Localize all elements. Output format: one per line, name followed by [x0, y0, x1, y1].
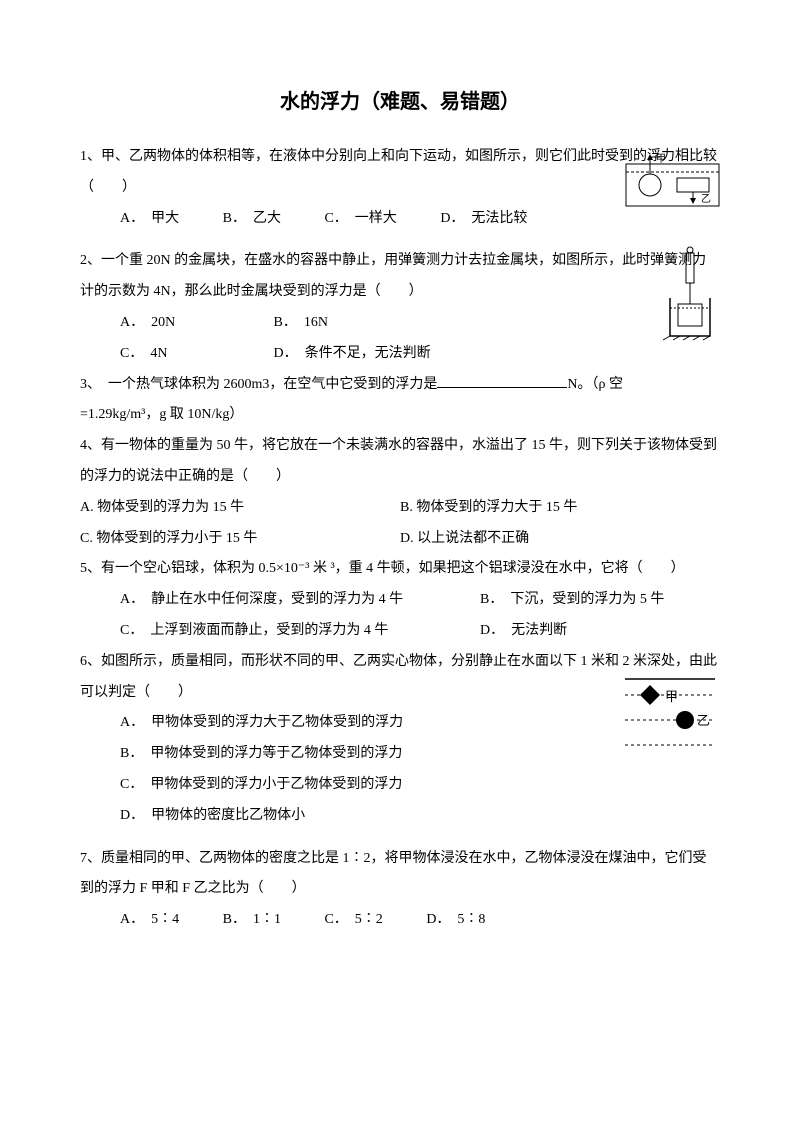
depth-diagram-icon: 甲 乙	[615, 675, 720, 750]
q7-opt-b: B． 1∶1	[223, 905, 281, 936]
q1-text: 1、甲、乙两物体的体积相等，在液体中分别向上和向下运动，如图所示，则它们此时受到…	[80, 142, 720, 204]
q2-options-row1: A． 20N B． 16N	[80, 308, 720, 339]
q3-line2: =1.29kg/m³，g 取 10N/kg）	[80, 400, 720, 431]
q2-opt-a: A． 20N	[120, 308, 230, 339]
q5-text: 5、有一个空心铝球，体积为 0.5×10⁻³ 米 ³，重 4 牛顿，如果把这个铝…	[80, 554, 720, 585]
q5-opt-d: D． 无法判断	[480, 616, 720, 647]
page-title: 水的浮力（难题、易错题）	[80, 80, 720, 124]
q6-opt-c: C． 甲物体受到的浮力小于乙物体受到的浮力	[120, 770, 720, 801]
q5-opt-c: C． 上浮到液面而静止，受到的浮力为 4 牛	[120, 616, 480, 647]
q2-opt-c: C． 4N	[120, 339, 230, 370]
q7-opt-c: C． 5∶2	[324, 905, 382, 936]
label-yi-6: 乙	[697, 713, 710, 728]
q4-opt-d: D. 以上说法都不正确	[400, 524, 720, 555]
label-jia: 甲	[656, 154, 666, 165]
q3-blank	[437, 373, 567, 388]
q1-options: A． 甲大 B． 乙大 C． 一样大 D． 无法比较	[80, 204, 720, 235]
q4-opt-c: C. 物体受到的浮力小于 15 牛	[80, 524, 400, 555]
q1-opt-b: B． 乙大	[223, 204, 281, 235]
buoyancy-diagram-icon: 甲 乙	[625, 152, 720, 207]
q5-options: A． 静止在水中任何深度，受到的浮力为 4 牛 B． 下沉，受到的浮力为 5 牛…	[80, 585, 720, 647]
q6-figure: 甲 乙	[615, 675, 720, 750]
question-7: 7、质量相同的甲、乙两物体的密度之比是 1∶2，将甲物体浸没在水中，乙物体浸没在…	[80, 844, 720, 936]
page: 水的浮力（难题、易错题） 甲 乙 1、甲、乙两物体的体积相等，在液体中分别向上和…	[0, 0, 800, 1132]
question-2: 2、一个重 20N 的金属块，在盛水的容器中静止，用弹簧测力计去拉金属块，如图所…	[80, 246, 720, 369]
q3-text2: N。（ρ 空	[567, 377, 623, 392]
q5-opt-a: A． 静止在水中任何深度，受到的浮力为 4 牛	[120, 585, 480, 616]
q1-opt-c: C． 一样大	[324, 204, 396, 235]
q7-text: 7、质量相同的甲、乙两物体的密度之比是 1∶2，将甲物体浸没在水中，乙物体浸没在…	[80, 844, 720, 906]
q4-text: 4、有一物体的重量为 50 牛，将它放在一个未装满水的容器中，水溢出了 15 牛…	[80, 431, 720, 493]
q4-opt-a: A. 物体受到的浮力为 15 牛	[80, 493, 400, 524]
q4-opt-b: B. 物体受到的浮力大于 15 牛	[400, 493, 720, 524]
q3-line1: 3、 一个热气球体积为 2600m3，在空气中它受到的浮力是 N。（ρ 空	[80, 370, 720, 401]
question-1: 甲 乙 1、甲、乙两物体的体积相等，在液体中分别向上和向下运动，如图所示，则它们…	[80, 142, 720, 234]
question-4: 4、有一物体的重量为 50 牛，将它放在一个未装满水的容器中，水溢出了 15 牛…	[80, 431, 720, 554]
q2-text: 2、一个重 20N 的金属块，在盛水的容器中静止，用弹簧测力计去拉金属块，如图所…	[80, 246, 720, 308]
q1-opt-d: D． 无法比较	[440, 204, 527, 235]
q4-options: A. 物体受到的浮力为 15 牛 B. 物体受到的浮力大于 15 牛 C. 物体…	[80, 493, 720, 555]
question-6: 甲 乙 6、如图所示，质量相同，而形状不同的甲、乙两实心物体，分别静止在水面以下…	[80, 647, 720, 832]
q5-opt-b: B． 下沉，受到的浮力为 5 牛	[480, 585, 720, 616]
q7-opt-d: D． 5∶8	[426, 905, 485, 936]
label-yi: 乙	[701, 193, 711, 205]
q3-text1: 3、 一个热气球体积为 2600m3，在空气中它受到的浮力是	[80, 377, 437, 392]
q2-options-row2: C． 4N D． 条件不足，无法判断	[80, 339, 720, 370]
q2-opt-d: D． 条件不足，无法判断	[274, 339, 431, 370]
q2-figure	[660, 246, 720, 341]
question-5: 5、有一个空心铝球，体积为 0.5×10⁻³ 米 ³，重 4 牛顿，如果把这个铝…	[80, 554, 720, 646]
q2-opt-b: B． 16N	[274, 308, 328, 339]
q6-opt-d: D． 甲物体的密度比乙物体小	[120, 801, 720, 832]
q1-opt-a: A． 甲大	[120, 204, 179, 235]
q7-options: A． 5∶4 B． 1∶1 C． 5∶2 D． 5∶8	[80, 905, 720, 936]
label-jia-6: 甲	[665, 689, 678, 704]
spring-scale-diagram-icon	[660, 246, 720, 341]
question-3: 3、 一个热气球体积为 2600m3，在空气中它受到的浮力是 N。（ρ 空 =1.…	[80, 370, 720, 432]
q1-figure: 甲 乙	[625, 152, 720, 207]
q7-opt-a: A． 5∶4	[120, 905, 179, 936]
